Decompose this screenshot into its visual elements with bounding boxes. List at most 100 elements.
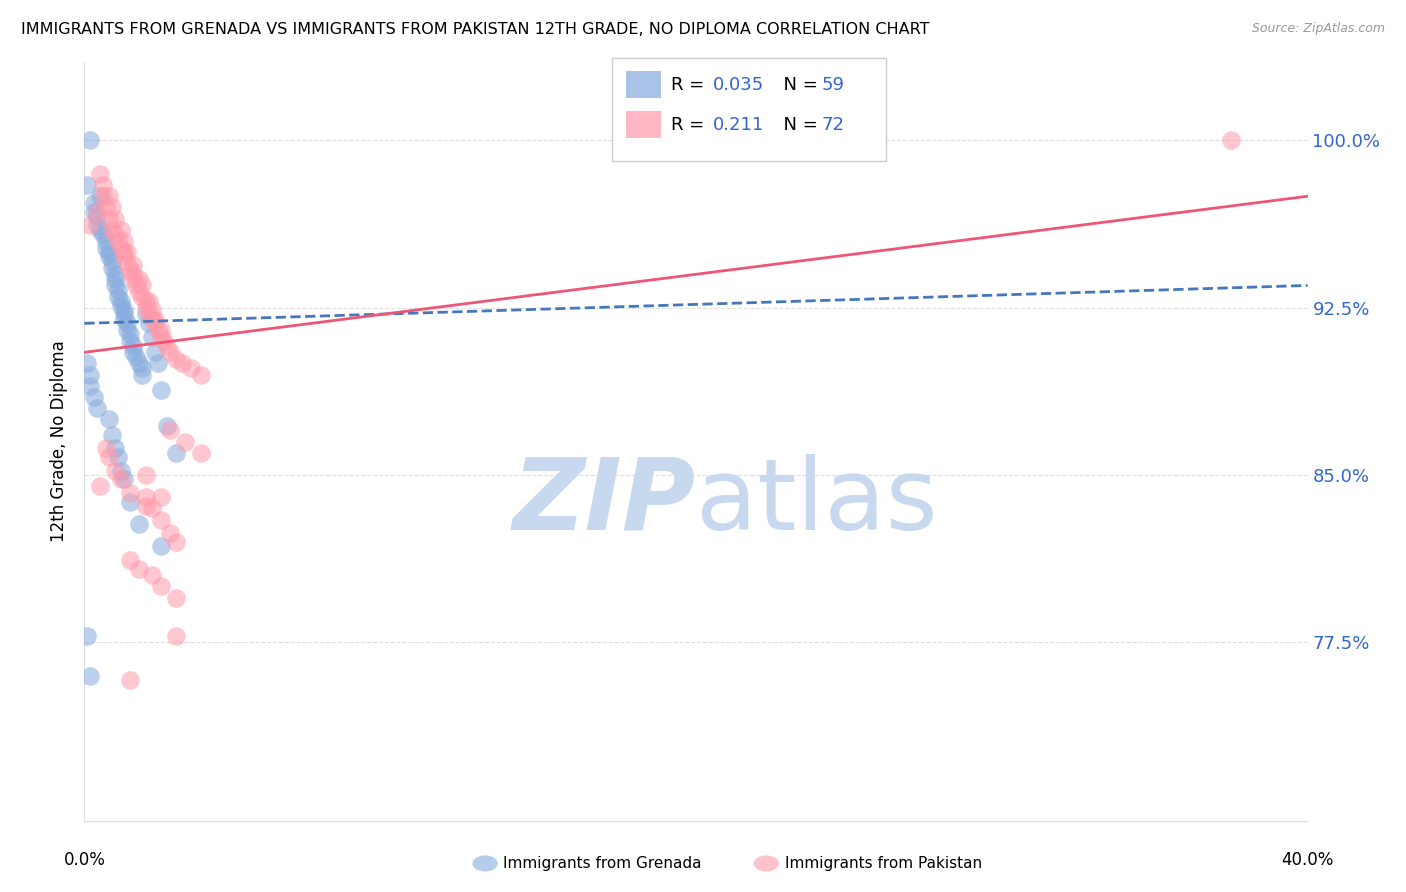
Point xyxy=(101,253,124,268)
Point xyxy=(76,356,98,370)
Point xyxy=(89,479,111,493)
Point xyxy=(135,499,157,513)
Point xyxy=(165,445,187,459)
Point xyxy=(135,467,157,482)
Point xyxy=(112,472,135,486)
Point xyxy=(165,351,187,366)
Point xyxy=(141,311,163,326)
Point xyxy=(141,302,163,317)
Point xyxy=(97,211,120,226)
Point xyxy=(112,302,135,317)
Point xyxy=(104,267,127,281)
Text: R =: R = xyxy=(671,76,710,94)
Point xyxy=(110,298,132,312)
Point xyxy=(143,311,166,326)
Point xyxy=(159,345,181,359)
Point xyxy=(91,178,114,192)
Point xyxy=(156,338,179,352)
Point xyxy=(120,262,142,277)
Point xyxy=(153,334,176,348)
Point xyxy=(76,628,98,642)
Point xyxy=(115,244,138,259)
Point xyxy=(110,293,132,308)
Point xyxy=(125,350,148,364)
Point xyxy=(97,412,120,426)
Text: Immigrants from Grenada: Immigrants from Grenada xyxy=(503,856,702,871)
Point xyxy=(122,271,145,285)
Text: 0.0%: 0.0% xyxy=(63,851,105,869)
Point xyxy=(115,256,138,270)
Point xyxy=(97,450,120,464)
Point xyxy=(79,133,101,147)
Point xyxy=(149,539,172,553)
Point xyxy=(83,204,105,219)
Text: Immigrants from Pakistan: Immigrants from Pakistan xyxy=(785,856,981,871)
Point xyxy=(107,450,129,464)
Point xyxy=(135,307,157,321)
Point xyxy=(86,218,108,232)
Point xyxy=(86,401,108,415)
Point xyxy=(104,463,127,477)
Point xyxy=(76,178,98,192)
Text: Source: ZipAtlas.com: Source: ZipAtlas.com xyxy=(1251,22,1385,36)
Point xyxy=(141,501,163,516)
Point xyxy=(149,329,172,343)
Point xyxy=(165,591,187,605)
Point xyxy=(180,360,202,375)
Point xyxy=(128,561,150,575)
Point xyxy=(138,316,160,330)
Text: ZIP: ZIP xyxy=(513,454,696,550)
Point xyxy=(110,222,132,236)
Point xyxy=(112,244,135,259)
Point xyxy=(120,494,142,508)
Point xyxy=(79,668,101,682)
Point xyxy=(131,360,153,375)
Point xyxy=(122,258,145,272)
Point xyxy=(120,485,142,500)
Text: 0.035: 0.035 xyxy=(713,76,763,94)
Point xyxy=(97,244,120,259)
Point xyxy=(131,278,153,293)
Point xyxy=(79,368,101,382)
Point xyxy=(94,234,117,248)
Point xyxy=(146,356,169,370)
Point xyxy=(138,293,160,308)
Point xyxy=(112,307,135,321)
Point xyxy=(115,323,138,337)
Point xyxy=(149,579,172,593)
Point xyxy=(122,338,145,352)
Point xyxy=(135,490,157,504)
Point xyxy=(156,418,179,433)
Point xyxy=(104,278,127,293)
Point xyxy=(120,334,142,348)
Point xyxy=(128,285,150,299)
Text: 72: 72 xyxy=(821,116,844,134)
Point xyxy=(138,307,160,321)
Point xyxy=(107,234,129,248)
Point xyxy=(112,311,135,326)
Point xyxy=(135,301,157,315)
Point xyxy=(89,222,111,236)
Point xyxy=(112,234,135,248)
Point xyxy=(149,490,172,504)
Point xyxy=(143,316,166,330)
Point xyxy=(141,568,163,582)
Point xyxy=(104,441,127,455)
Point xyxy=(110,472,132,486)
Text: IMMIGRANTS FROM GRENADA VS IMMIGRANTS FROM PAKISTAN 12TH GRADE, NO DIPLOMA CORRE: IMMIGRANTS FROM GRENADA VS IMMIGRANTS FR… xyxy=(21,22,929,37)
Point xyxy=(89,189,111,203)
Text: R =: R = xyxy=(671,116,716,134)
Point xyxy=(190,368,212,382)
Point xyxy=(143,345,166,359)
Point xyxy=(120,327,142,342)
Point xyxy=(107,283,129,297)
Point xyxy=(86,204,108,219)
Point xyxy=(131,289,153,303)
Point xyxy=(101,222,124,236)
Point xyxy=(149,383,172,397)
Point xyxy=(97,249,120,263)
Point xyxy=(128,356,150,370)
Point xyxy=(110,240,132,254)
Point xyxy=(112,249,135,263)
Point xyxy=(128,271,150,285)
